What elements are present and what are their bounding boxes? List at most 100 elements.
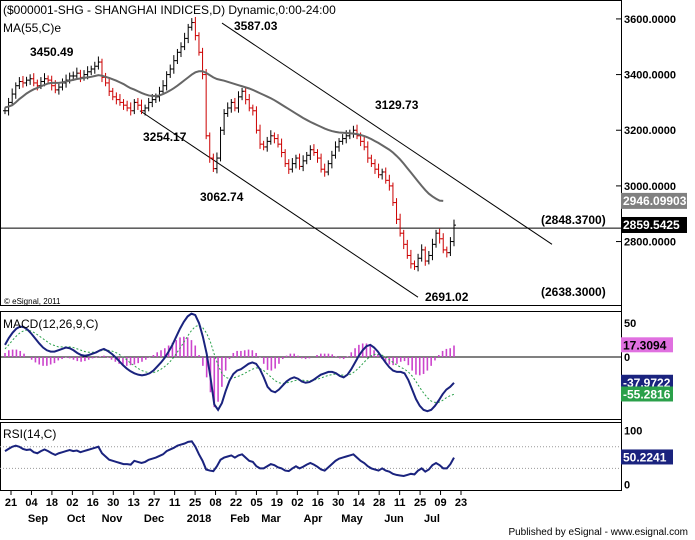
x-date-tick-label: 11 <box>169 497 181 509</box>
price-tick-label: 2800.0000 <box>624 237 676 249</box>
channel-upper-line <box>221 22 553 245</box>
price-bar <box>329 150 334 169</box>
price-bar <box>114 92 119 105</box>
x-date-tick-label: 30 <box>107 497 119 509</box>
price-bar <box>337 138 342 152</box>
price-bar <box>17 77 22 90</box>
price-bar <box>394 198 399 225</box>
x-date-tick-label: 02 <box>66 497 78 509</box>
price-bar <box>250 104 255 116</box>
price-bar <box>171 55 176 74</box>
horizontal-level-label: (2848.3700) <box>541 213 606 227</box>
x-month-label: Feb <box>230 513 250 525</box>
x-month-label: Nov <box>102 513 124 525</box>
price-bar <box>326 160 331 176</box>
price-annotation-label: 3062.74 <box>200 190 244 204</box>
price-bar <box>398 213 403 237</box>
price-bar <box>143 104 148 116</box>
price-bar <box>437 228 442 244</box>
x-date-tick-label: 13 <box>128 497 140 509</box>
price-bar <box>322 163 327 177</box>
price-bar <box>175 48 180 64</box>
price-axis-ticks: 3600.0000 3400.0000 3200.0000 3000.0000 2800… <box>616 14 676 249</box>
price-bar <box>333 141 338 159</box>
channel-lower-line <box>139 110 419 298</box>
price-bar <box>412 260 417 270</box>
price-bar <box>103 72 108 87</box>
macd-signal-last-value-box <box>621 386 673 402</box>
rsi-panel-frame <box>0 422 622 491</box>
price-bar <box>164 71 169 91</box>
x-date-tick-label: 18 <box>46 497 58 509</box>
macd-tick-label: 50 <box>624 318 636 330</box>
x-date-tick-label: 27 <box>148 497 160 509</box>
price-bar <box>211 153 216 172</box>
price-bar <box>351 125 356 138</box>
macd-signal-last-value-label: -55.2816 <box>623 387 671 401</box>
price-bar <box>408 249 413 269</box>
price-bar <box>96 56 101 70</box>
x-date-tick-label: 14 <box>353 497 366 509</box>
price-bar <box>121 99 126 110</box>
price-bar <box>355 124 360 140</box>
price-bar <box>92 61 97 74</box>
ma-55-line <box>4 70 444 202</box>
x-date-tick-label: 19 <box>271 497 283 509</box>
price-bar <box>128 102 133 116</box>
macd-indicator: 50 017.3094 -37.9722-55.2816 <box>0 312 673 413</box>
price-bar <box>229 99 234 113</box>
price-bar <box>28 74 33 85</box>
price-bar <box>258 124 263 149</box>
price-tick-label: 3200.0000 <box>624 125 676 137</box>
x-date-tick-label: 16 <box>87 497 99 509</box>
macd-legend-label: MACD(12,26,9,C) <box>3 317 98 331</box>
price-bar <box>132 99 137 115</box>
price-bar <box>304 151 309 165</box>
price-bar <box>290 158 295 173</box>
x-date-tick-label: 09 <box>434 497 446 509</box>
copyright-label: © eSignal, 2011 <box>4 297 61 306</box>
price-bar <box>99 58 104 83</box>
price-tick-label: 3600.0000 <box>624 14 676 26</box>
price-bar <box>448 237 453 257</box>
macd-hist-last-value-label: 17.3094 <box>623 338 667 352</box>
x-month-label: Jun <box>384 513 404 525</box>
price-bar <box>279 138 284 158</box>
x-month-label: Sep <box>28 513 48 525</box>
x-date-tick-label: 11 <box>394 497 406 509</box>
price-bar <box>430 238 435 261</box>
price-tick-label: 3400.0000 <box>624 70 676 82</box>
x-date-tick-label: 02 <box>291 497 303 509</box>
x-month-label: May <box>341 513 363 525</box>
x-date-tick-label: 21 <box>5 497 17 509</box>
price-bar <box>434 229 439 248</box>
ma-legend-label: MA(55,C)e <box>3 21 61 35</box>
price-bar <box>135 97 140 110</box>
price-bar <box>308 145 313 161</box>
price-bar <box>146 97 151 112</box>
x-date-tick-label: 22 <box>230 497 242 509</box>
price-panel-frame <box>0 0 622 306</box>
price-bar <box>376 163 381 179</box>
price-bar <box>275 134 280 148</box>
rsi-last-value-label: 50.2241 <box>623 450 667 464</box>
price-bar <box>383 167 388 184</box>
ma-line <box>4 70 444 202</box>
price-bar <box>31 73 36 87</box>
x-date-tick-label: 23 <box>455 497 467 509</box>
price-bar <box>319 153 324 173</box>
rsi-tick-label: 100 <box>624 426 642 438</box>
price-bar <box>186 23 191 44</box>
price-bar <box>243 86 248 105</box>
price-bar <box>387 174 392 191</box>
x-month-label: Dec <box>144 513 164 525</box>
price-bar <box>444 246 449 258</box>
x-month-label: Oct <box>67 513 86 525</box>
price-bar <box>405 239 410 259</box>
x-date-tick-label: 04 <box>25 497 38 509</box>
price-bar <box>297 153 302 170</box>
price-bar <box>117 94 122 106</box>
macd-last-value-box <box>621 374 673 390</box>
price-annotation-label: 3254.17 <box>143 130 187 144</box>
price-bar <box>283 149 288 167</box>
